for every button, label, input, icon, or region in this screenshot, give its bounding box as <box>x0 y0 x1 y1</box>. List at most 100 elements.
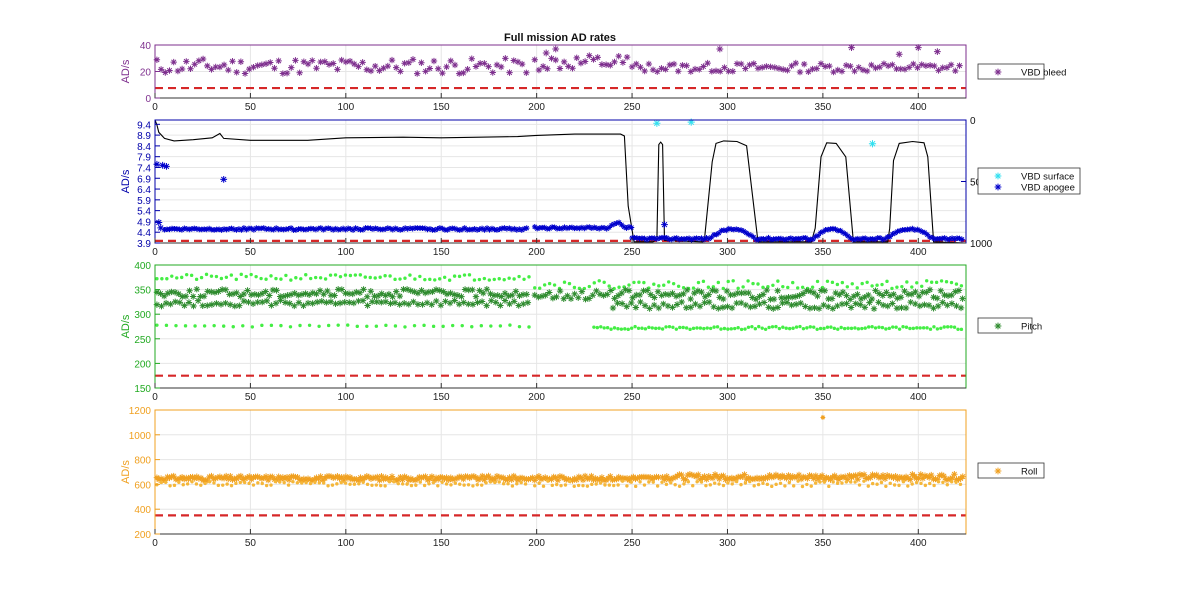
data-point <box>183 474 190 482</box>
panel-pitch: 0 50 100 150 200 250 300 350 4001502002503003504… <box>120 261 1042 403</box>
data-point <box>396 481 400 486</box>
series-roll-0 <box>153 471 966 484</box>
data-point <box>250 325 255 329</box>
data-point <box>172 298 179 305</box>
data-point <box>317 473 324 480</box>
data-point <box>332 300 339 308</box>
data-point <box>692 300 699 308</box>
data-point <box>330 483 335 487</box>
data-point <box>643 287 651 294</box>
data-point <box>414 290 422 297</box>
data-point <box>286 300 293 307</box>
data-point <box>199 302 206 309</box>
data-point <box>956 327 960 331</box>
data-point <box>832 226 839 232</box>
data-point <box>165 277 169 281</box>
data-point <box>632 304 640 311</box>
data-point <box>481 476 488 483</box>
data-point <box>184 272 189 277</box>
data-point <box>795 286 800 290</box>
data-point <box>796 479 800 483</box>
data-point <box>444 482 449 486</box>
data-point <box>180 475 188 483</box>
data-point <box>611 221 617 227</box>
data-point <box>273 225 279 231</box>
data-point <box>218 227 225 233</box>
data-point <box>716 294 723 301</box>
data-point <box>462 273 467 277</box>
data-point <box>439 225 446 232</box>
data-point <box>785 235 792 242</box>
data-point <box>640 287 647 295</box>
data-point <box>770 484 774 489</box>
data-point <box>373 276 377 280</box>
data-point <box>418 274 422 279</box>
data-point <box>862 479 866 483</box>
data-point <box>835 476 843 483</box>
data-point <box>788 293 796 301</box>
data-point <box>914 44 922 52</box>
legend-marker <box>994 467 1002 475</box>
data-point <box>340 225 346 232</box>
data-point <box>238 480 242 485</box>
data-point <box>651 235 658 242</box>
data-point <box>172 475 179 483</box>
data-point <box>604 291 611 298</box>
data-point <box>608 222 615 229</box>
data-point <box>897 227 903 234</box>
x-tick-label: 50 <box>245 392 257 403</box>
data-point <box>715 325 720 329</box>
series-bleed-0 <box>153 44 963 77</box>
data-point <box>516 226 523 232</box>
data-point <box>546 289 553 296</box>
data-point <box>233 227 240 233</box>
data-point <box>490 292 498 299</box>
data-point <box>939 279 944 283</box>
data-point <box>829 325 833 329</box>
data-point <box>644 236 650 243</box>
data-point <box>767 325 771 330</box>
data-point <box>229 273 234 277</box>
data-point <box>926 286 934 293</box>
data-point <box>155 276 159 281</box>
data-point <box>210 475 217 483</box>
data-point <box>621 224 627 230</box>
data-point <box>439 69 446 77</box>
data-point <box>710 303 717 311</box>
data-point <box>770 295 778 303</box>
data-point <box>309 289 317 297</box>
data-point <box>705 291 712 298</box>
data-point <box>904 325 909 329</box>
data-point <box>666 280 671 284</box>
data-point <box>912 300 919 308</box>
data-point <box>821 63 829 70</box>
data-point <box>387 225 394 232</box>
data-point <box>334 66 341 73</box>
data-point <box>653 119 661 127</box>
x-tick-label: 400 <box>910 102 927 113</box>
data-point <box>337 226 344 233</box>
data-point <box>623 53 631 61</box>
data-point <box>262 473 270 480</box>
data-point <box>818 326 823 331</box>
data-point <box>857 483 862 487</box>
data-point <box>256 474 263 481</box>
data-point <box>712 481 717 485</box>
data-point <box>840 280 845 285</box>
data-point <box>885 279 889 284</box>
data-point <box>162 477 169 484</box>
data-point <box>657 284 661 288</box>
data-point <box>671 325 675 329</box>
data-point <box>756 482 761 487</box>
data-point <box>546 479 550 483</box>
data-point <box>182 293 190 300</box>
data-point <box>251 483 256 487</box>
data-point <box>730 291 738 298</box>
data-point <box>279 474 287 481</box>
series-pitch-1 <box>155 323 964 332</box>
data-point <box>240 290 248 298</box>
data-point <box>726 481 730 485</box>
data-point <box>930 305 937 312</box>
data-point <box>174 67 182 75</box>
data-point <box>304 480 308 485</box>
